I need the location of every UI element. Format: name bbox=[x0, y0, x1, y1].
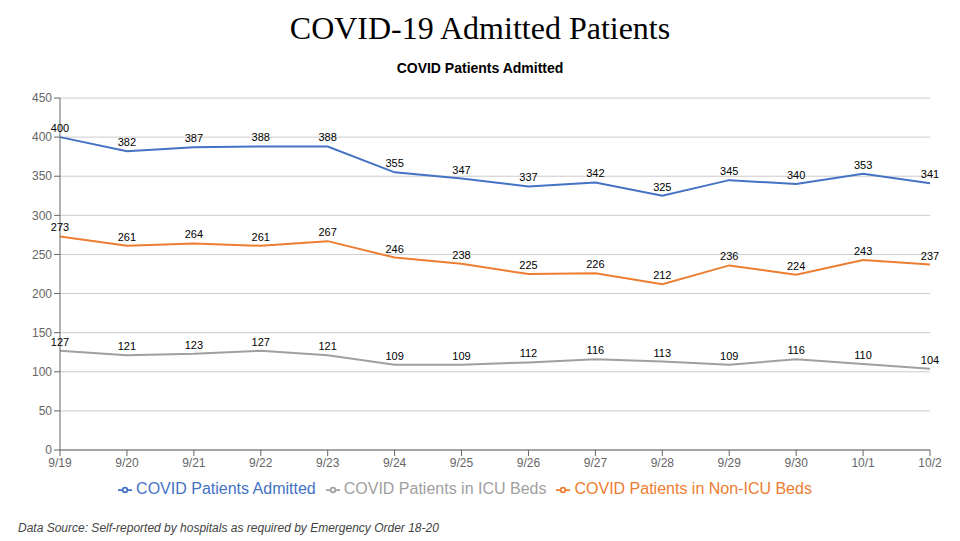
svg-text:9/23: 9/23 bbox=[316, 456, 340, 470]
svg-text:10/1: 10/1 bbox=[851, 456, 875, 470]
svg-text:250: 250 bbox=[32, 248, 52, 262]
html-text:COVID Patients Admitted: COVID Patients Admitted bbox=[396, 60, 564, 76]
html-text:COVID Patients in Non-ICU Beds: COVID Patients in Non-ICU Beds bbox=[574, 480, 812, 497]
svg-text:123: 123 bbox=[185, 339, 203, 351]
svg-text:200: 200 bbox=[32, 287, 52, 301]
svg-text:300: 300 bbox=[32, 209, 52, 223]
svg-text:9/27: 9/27 bbox=[584, 456, 608, 470]
svg-text:127: 127 bbox=[252, 336, 270, 348]
svg-text:104: 104 bbox=[921, 354, 939, 366]
svg-text:225: 225 bbox=[519, 259, 537, 271]
svg-text:121: 121 bbox=[118, 340, 136, 352]
svg-text:9/20: 9/20 bbox=[115, 456, 139, 470]
svg-text:0: 0 bbox=[45, 443, 52, 457]
svg-text:9/22: 9/22 bbox=[249, 456, 273, 470]
svg-text:121: 121 bbox=[319, 340, 337, 352]
svg-text:110: 110 bbox=[854, 349, 872, 361]
svg-text:325: 325 bbox=[653, 181, 671, 193]
svg-text:353: 353 bbox=[854, 159, 872, 171]
svg-text:10/2: 10/2 bbox=[918, 456, 942, 470]
svg-text:150: 150 bbox=[32, 326, 52, 340]
svg-text:382: 382 bbox=[118, 136, 136, 148]
svg-text:9/26: 9/26 bbox=[517, 456, 541, 470]
svg-text:261: 261 bbox=[252, 231, 270, 243]
svg-text:224: 224 bbox=[787, 260, 805, 272]
svg-text:388: 388 bbox=[252, 131, 270, 143]
svg-text:9/24: 9/24 bbox=[383, 456, 407, 470]
svg-text:9/28: 9/28 bbox=[651, 456, 675, 470]
svg-text:246: 246 bbox=[385, 243, 403, 255]
svg-text:127: 127 bbox=[51, 336, 69, 348]
svg-text:337: 337 bbox=[519, 171, 537, 183]
svg-text:226: 226 bbox=[586, 258, 604, 270]
svg-text:450: 450 bbox=[32, 91, 52, 105]
svg-text:350: 350 bbox=[32, 169, 52, 183]
html-text:COVID Patients Admitted: COVID Patients Admitted bbox=[136, 480, 316, 497]
svg-text:261: 261 bbox=[118, 231, 136, 243]
svg-text:264: 264 bbox=[185, 228, 203, 240]
svg-text:9/19: 9/19 bbox=[48, 456, 72, 470]
svg-text:100: 100 bbox=[32, 365, 52, 379]
svg-text:400: 400 bbox=[51, 122, 69, 134]
svg-text:116: 116 bbox=[587, 344, 605, 356]
svg-text:342: 342 bbox=[586, 167, 604, 179]
svg-text:238: 238 bbox=[452, 249, 470, 261]
svg-text:116: 116 bbox=[787, 344, 805, 356]
svg-text:273: 273 bbox=[51, 221, 69, 233]
svg-text:113: 113 bbox=[654, 347, 672, 359]
svg-text:387: 387 bbox=[185, 132, 203, 144]
svg-text:341: 341 bbox=[921, 168, 939, 180]
svg-text:109: 109 bbox=[720, 350, 738, 362]
html-text:COVID-19 Admitted Patients: COVID-19 Admitted Patients bbox=[289, 10, 671, 46]
svg-text:347: 347 bbox=[452, 164, 470, 176]
svg-text:9/21: 9/21 bbox=[182, 456, 206, 470]
svg-text:267: 267 bbox=[319, 226, 337, 238]
svg-text:9/30: 9/30 bbox=[784, 456, 808, 470]
svg-text:355: 355 bbox=[385, 157, 403, 169]
svg-text:50: 50 bbox=[39, 404, 53, 418]
svg-text:109: 109 bbox=[452, 350, 470, 362]
html-text:Data Source: Self-reported by: Data Source: Self-reported by hospitals … bbox=[18, 521, 439, 535]
svg-text:340: 340 bbox=[787, 169, 805, 181]
svg-text:109: 109 bbox=[385, 350, 403, 362]
svg-text:345: 345 bbox=[720, 165, 738, 177]
svg-text:236: 236 bbox=[720, 250, 738, 262]
html-text:COVID Patients in ICU Beds: COVID Patients in ICU Beds bbox=[343, 480, 547, 497]
svg-text:237: 237 bbox=[921, 250, 939, 262]
svg-text:212: 212 bbox=[653, 269, 671, 281]
svg-text:400: 400 bbox=[32, 130, 52, 144]
svg-text:9/25: 9/25 bbox=[450, 456, 474, 470]
svg-text:112: 112 bbox=[520, 347, 538, 359]
svg-text:243: 243 bbox=[854, 245, 872, 257]
svg-text:388: 388 bbox=[319, 131, 337, 143]
svg-text:9/29: 9/29 bbox=[718, 456, 742, 470]
